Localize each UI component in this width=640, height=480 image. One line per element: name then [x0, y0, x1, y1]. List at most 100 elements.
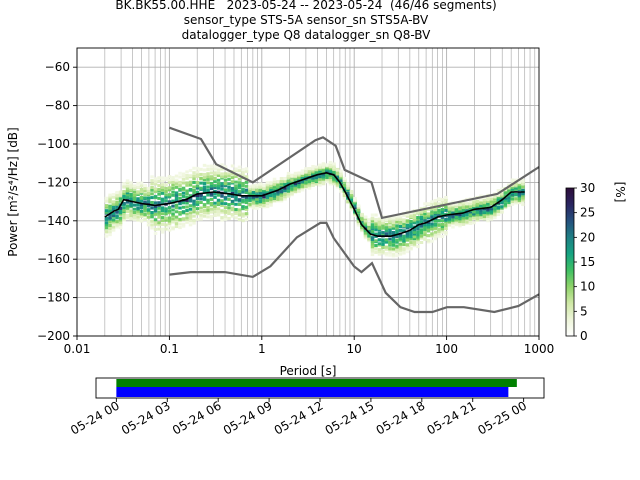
- heatmap-cell: [181, 174, 186, 178]
- heatmap-cell: [115, 225, 119, 229]
- heatmap-cell: [398, 218, 403, 222]
- heatmap-cell: [423, 216, 427, 220]
- heatmap-cell: [279, 199, 284, 203]
- heatmap-cell: [153, 180, 158, 184]
- heatmap-cell: [195, 202, 200, 206]
- heatmap-cell: [153, 231, 158, 235]
- heatmap-cell: [472, 210, 476, 214]
- heatmap-cell: [237, 186, 242, 190]
- heatmap-cell: [346, 186, 350, 190]
- heatmap-cell: [230, 214, 235, 218]
- y-tick-label: −80: [45, 99, 70, 113]
- heatmap-cell: [381, 231, 385, 235]
- probability-heatmap: [104, 160, 525, 258]
- heatmap-cell: [388, 228, 392, 232]
- heatmap-cell: [377, 250, 382, 254]
- heatmap-cell: [328, 182, 333, 186]
- heatmap-cell: [213, 204, 217, 208]
- heatmap-cell: [157, 192, 161, 196]
- heatmap-cell: [195, 217, 200, 221]
- heatmap-cell: [111, 205, 116, 209]
- heatmap-cell: [335, 181, 340, 185]
- heatmap-cell: [279, 188, 284, 192]
- heatmap-cell: [332, 162, 336, 166]
- heatmap-cell: [444, 201, 448, 205]
- heatmap-cell: [132, 184, 137, 188]
- heatmap-cell: [475, 204, 480, 208]
- heatmap-cell: [118, 211, 123, 215]
- noise-model-high-line: [169, 126, 540, 220]
- heatmap-cell: [307, 168, 312, 172]
- heatmap-cell: [220, 199, 224, 203]
- heatmap-cell: [447, 210, 452, 214]
- heatmap-cell: [258, 202, 263, 206]
- heatmap-cell: [125, 193, 130, 197]
- heatmap-cell: [370, 232, 375, 236]
- heatmap-cell: [304, 173, 308, 177]
- heatmap-cell: [192, 191, 196, 195]
- heatmap-cell: [377, 251, 382, 255]
- heatmap-cell: [174, 191, 179, 195]
- heatmap-cell: [220, 167, 224, 171]
- heatmap-cell: [367, 222, 371, 226]
- heatmap-cell: [258, 182, 263, 186]
- heatmap-cell: [192, 181, 196, 185]
- heatmap-cell: [111, 218, 116, 222]
- heatmap-cell: [395, 217, 399, 221]
- heatmap-cell: [167, 178, 172, 182]
- heatmap-cell: [507, 204, 511, 208]
- heatmap-cell: [381, 238, 385, 242]
- heatmap-cell: [104, 199, 109, 203]
- heatmap-cell: [493, 213, 497, 217]
- heatmap-cell: [479, 201, 483, 205]
- heatmap-cell: [153, 221, 158, 225]
- heatmap-cell: [234, 208, 238, 212]
- heatmap-cell: [489, 199, 494, 203]
- heatmap-cell: [503, 191, 508, 195]
- heatmap-cell: [472, 204, 476, 208]
- heatmap-cell: [430, 210, 434, 214]
- heatmap-cell: [381, 250, 385, 254]
- heatmap-cell: [346, 200, 350, 204]
- heatmap-cell: [370, 237, 375, 241]
- x-tick-label: 10: [347, 342, 362, 356]
- heatmap-cell: [174, 196, 179, 200]
- heatmap-cell: [160, 188, 165, 192]
- heatmap-cell: [223, 165, 228, 169]
- heatmap-cell: [514, 186, 518, 190]
- heatmap-cell: [486, 199, 490, 203]
- heatmap-cell: [206, 208, 210, 212]
- heatmap-cell: [150, 223, 154, 227]
- heatmap-cell: [391, 237, 396, 241]
- heatmap-cell: [489, 209, 494, 213]
- heatmap-cell: [409, 232, 413, 236]
- heatmap-cell: [398, 228, 403, 232]
- heatmap-cell: [188, 168, 193, 172]
- heatmap-cell: [171, 178, 175, 182]
- heatmap-cell: [199, 197, 203, 201]
- heatmap-cell: [108, 233, 112, 237]
- heatmap-cell: [391, 226, 396, 230]
- heatmap-cell: [244, 205, 249, 209]
- heatmap-cell: [108, 197, 112, 201]
- heatmap-cell: [272, 192, 277, 196]
- heatmap-cell: [195, 174, 200, 178]
- heatmap-cell: [314, 176, 319, 180]
- heatmap-cell: [185, 176, 189, 180]
- heatmap-cell: [444, 232, 448, 236]
- heatmap-cell: [321, 169, 326, 173]
- heatmap-cell: [132, 195, 137, 199]
- heatmap-cell: [304, 167, 308, 171]
- axes: 0.01 0.1 1 10 100 1000 −200 −180 −160 −140 −120 −10…: [6, 47, 554, 378]
- heatmap-cell: [395, 226, 399, 230]
- heatmap-cell: [300, 176, 305, 180]
- heatmap-cell: [412, 237, 417, 241]
- heatmap-cell: [300, 174, 305, 178]
- heatmap-cell: [199, 186, 203, 190]
- heatmap-cell: [206, 181, 210, 185]
- colorbar-gradient: [565, 187, 575, 337]
- heatmap-cell: [339, 169, 343, 173]
- heatmap-cell: [216, 200, 221, 204]
- heatmap-cell: [332, 177, 336, 181]
- heatmap-cell: [143, 183, 147, 187]
